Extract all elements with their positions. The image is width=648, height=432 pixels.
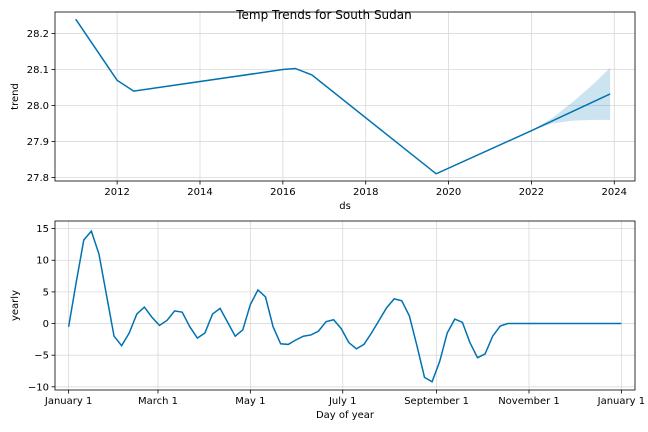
trend-panel: 2012 2014 2016 2018 2020 2022 2024 27.8 27.9 28.… <box>10 8 636 212</box>
trend-gridlines <box>55 12 635 181</box>
trend-y-ticks: 27.8 27.9 28.0 28.1 28.2 <box>27 29 55 184</box>
yearly-y-axis-label: yearly <box>10 290 21 321</box>
y-tick-label: 27.9 <box>27 137 49 148</box>
x-tick-label: November 1 <box>498 396 560 407</box>
x-tick-label: January 1 <box>597 396 645 407</box>
x-tick-label: 2020 <box>436 187 461 198</box>
y-tick-label: 15 <box>36 224 49 235</box>
trend-plot-frame <box>54 11 636 182</box>
yearly-panel: January 1 March 1 May 1 July 1 September 1 No… <box>10 220 645 421</box>
y-tick-label: 5 <box>43 287 49 298</box>
yearly-x-axis-label: Day of year <box>316 410 375 421</box>
y-tick-label: 10 <box>36 256 49 267</box>
x-tick-label: May 1 <box>235 396 265 407</box>
chart-title: Temp Trends for South Sudan <box>235 8 412 22</box>
x-tick-label: March 1 <box>138 396 178 407</box>
y-tick-label: 28.2 <box>27 29 49 40</box>
y-tick-label: 28.1 <box>27 65 49 76</box>
x-tick-label: 2022 <box>519 187 544 198</box>
x-tick-label: September 1 <box>404 396 469 407</box>
y-tick-label: −5 <box>34 351 49 362</box>
x-tick-label: 2024 <box>602 187 627 198</box>
x-tick-label: July 1 <box>328 396 357 407</box>
yearly-plot-frame <box>54 220 636 391</box>
trend-line <box>75 18 611 175</box>
x-tick-label: 2012 <box>104 187 129 198</box>
x-tick-label: 2016 <box>270 187 295 198</box>
y-tick-label: −10 <box>28 382 49 393</box>
yearly-line <box>67 229 622 383</box>
y-tick-label: 28.0 <box>27 101 49 112</box>
y-tick-label: 27.8 <box>27 173 49 184</box>
x-tick-label: January 1 <box>44 396 92 407</box>
y-tick-label: 0 <box>43 319 49 330</box>
trend-x-ticks: 2012 2014 2016 2018 2020 2022 2024 <box>104 181 627 198</box>
yearly-gridlines <box>55 221 635 390</box>
x-tick-label: 2018 <box>353 187 378 198</box>
yearly-y-ticks: −10 −5 0 5 10 15 <box>28 224 55 393</box>
trend-y-axis-label: trend <box>10 83 21 110</box>
trend-uncertainty-band <box>531 67 611 131</box>
x-tick-label: 2014 <box>187 187 212 198</box>
yearly-x-ticks: January 1 March 1 May 1 July 1 September 1 No… <box>44 390 645 407</box>
trend-x-axis-label: ds <box>339 201 351 212</box>
